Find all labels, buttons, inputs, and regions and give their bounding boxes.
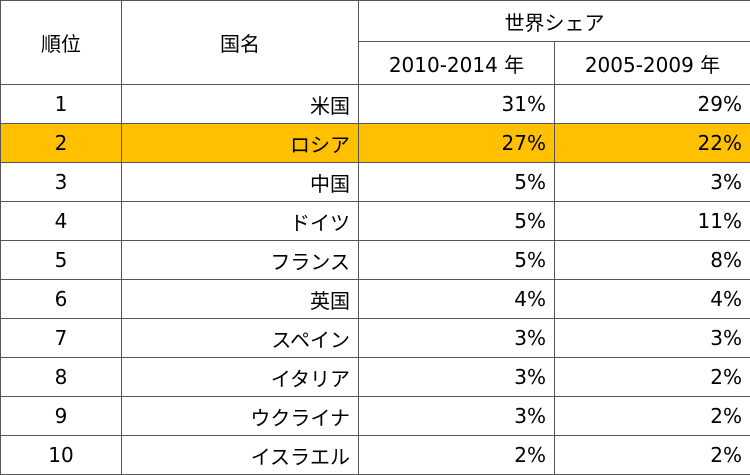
table-row: 1 米国 31% 29% <box>1 85 750 124</box>
rank-cell: 9 <box>1 397 122 436</box>
table-row: 9 ウクライナ 3% 2% <box>1 397 750 436</box>
country-cell: 英国 <box>122 280 359 319</box>
share2-cell: 11% <box>555 202 750 241</box>
table-row: 7 スペイン 3% 3% <box>1 319 750 358</box>
country-cell: フランス <box>122 241 359 280</box>
share1-cell: 3% <box>359 319 555 358</box>
rank-cell: 4 <box>1 202 122 241</box>
country-cell: ドイツ <box>122 202 359 241</box>
share2-cell: 2% <box>555 436 750 475</box>
share1-cell: 3% <box>359 358 555 397</box>
rank-cell: 10 <box>1 436 122 475</box>
country-cell: ウクライナ <box>122 397 359 436</box>
rank-cell: 6 <box>1 280 122 319</box>
share2-cell: 29% <box>555 85 750 124</box>
country-cell: 中国 <box>122 163 359 202</box>
rank-cell: 3 <box>1 163 122 202</box>
share1-cell: 3% <box>359 397 555 436</box>
table-row-highlighted: 2 ロシア 27% 22% <box>1 124 750 163</box>
country-cell: スペイン <box>122 319 359 358</box>
share1-cell: 31% <box>359 85 555 124</box>
share1-cell: 5% <box>359 163 555 202</box>
table-header: 順位 国名 世界シェア 2010-2014 年 2005-2009 年 <box>1 1 750 85</box>
rank-header: 順位 <box>1 1 122 85</box>
share-group-header: 世界シェア <box>359 1 750 42</box>
share1-cell: 2% <box>359 436 555 475</box>
share2-cell: 3% <box>555 163 750 202</box>
table-row: 3 中国 5% 3% <box>1 163 750 202</box>
table-row: 6 英国 4% 4% <box>1 280 750 319</box>
table-row: 8 イタリア 3% 2% <box>1 358 750 397</box>
share2-cell: 3% <box>555 319 750 358</box>
rank-cell: 1 <box>1 85 122 124</box>
table-row: 5 フランス 5% 8% <box>1 241 750 280</box>
country-cell: ロシア <box>122 124 359 163</box>
country-cell: イスラエル <box>122 436 359 475</box>
share1-cell: 27% <box>359 124 555 163</box>
rank-cell: 7 <box>1 319 122 358</box>
period2-header: 2005-2009 年 <box>555 42 750 85</box>
country-cell: イタリア <box>122 358 359 397</box>
header-row: 順位 国名 世界シェア <box>1 1 750 42</box>
share1-cell: 5% <box>359 202 555 241</box>
rank-cell: 8 <box>1 358 122 397</box>
share2-cell: 4% <box>555 280 750 319</box>
share2-cell: 8% <box>555 241 750 280</box>
rank-cell: 2 <box>1 124 122 163</box>
share2-cell: 22% <box>555 124 750 163</box>
table-row: 10 イスラエル 2% 2% <box>1 436 750 475</box>
share2-cell: 2% <box>555 397 750 436</box>
rank-cell: 5 <box>1 241 122 280</box>
period1-header: 2010-2014 年 <box>359 42 555 85</box>
share2-cell: 2% <box>555 358 750 397</box>
country-header: 国名 <box>122 1 359 85</box>
table-body: 1 米国 31% 29% 2 ロシア 27% 22% 3 中国 5% 3% 4 … <box>1 85 750 475</box>
share1-cell: 4% <box>359 280 555 319</box>
country-cell: 米国 <box>122 85 359 124</box>
table-row: 4 ドイツ 5% 11% <box>1 202 750 241</box>
share1-cell: 5% <box>359 241 555 280</box>
